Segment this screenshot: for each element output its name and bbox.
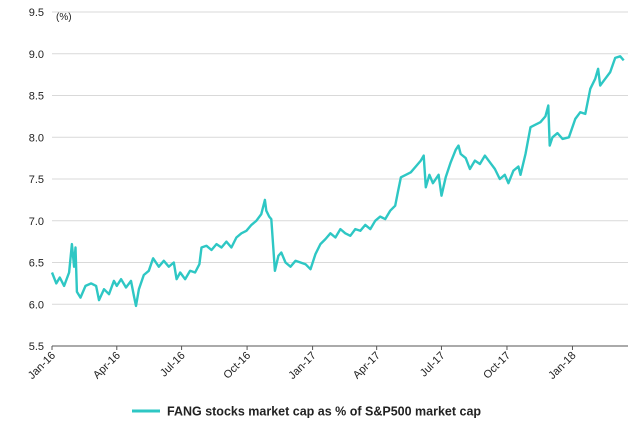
y-tick-label: 5.5	[29, 341, 44, 353]
x-tick-label: Jan-16	[26, 350, 58, 382]
series-line-fang	[50, 55, 625, 308]
y-tick-label: 8.5	[29, 91, 44, 103]
x-tick-label: Jan-18	[546, 350, 578, 382]
legend-label: FANG stocks market cap as % of S&P500 ma…	[167, 405, 481, 419]
y-tick-label: 6.5	[29, 258, 44, 270]
gridlines	[52, 11, 628, 305]
x-tick-label: Oct-17	[481, 350, 513, 382]
x-tick-label: Jul-17	[418, 350, 448, 380]
legend: FANG stocks market cap as % of S&P500 ma…	[132, 405, 481, 419]
x-tick-label: Jan-17	[286, 350, 318, 382]
y-tick-label: 8.0	[29, 132, 44, 144]
y-tick-label: 9.5	[29, 7, 44, 19]
y-tick-label: 7.5	[29, 174, 44, 186]
x-tick-label: Oct-16	[221, 350, 253, 382]
x-tick-label: Apr-16	[91, 350, 123, 382]
y-tick-label: 9.0	[29, 49, 44, 61]
x-tick-label: Apr-17	[351, 350, 383, 382]
y-axis-ticks: 5.5 6.0 6.5 7.0 7.5 8.0 8.5 9.0 9.5	[29, 7, 44, 353]
y-unit-label: (%)	[56, 12, 72, 23]
x-tick-label: Jul-16	[158, 350, 188, 380]
x-axis-ticks: Jan-16 Apr-16 Jul-16 Oct-16 Jan-17 Apr-17 Jul-…	[26, 346, 579, 382]
y-tick-label: 6.0	[29, 299, 44, 311]
y-tick-label: 7.0	[29, 216, 44, 228]
